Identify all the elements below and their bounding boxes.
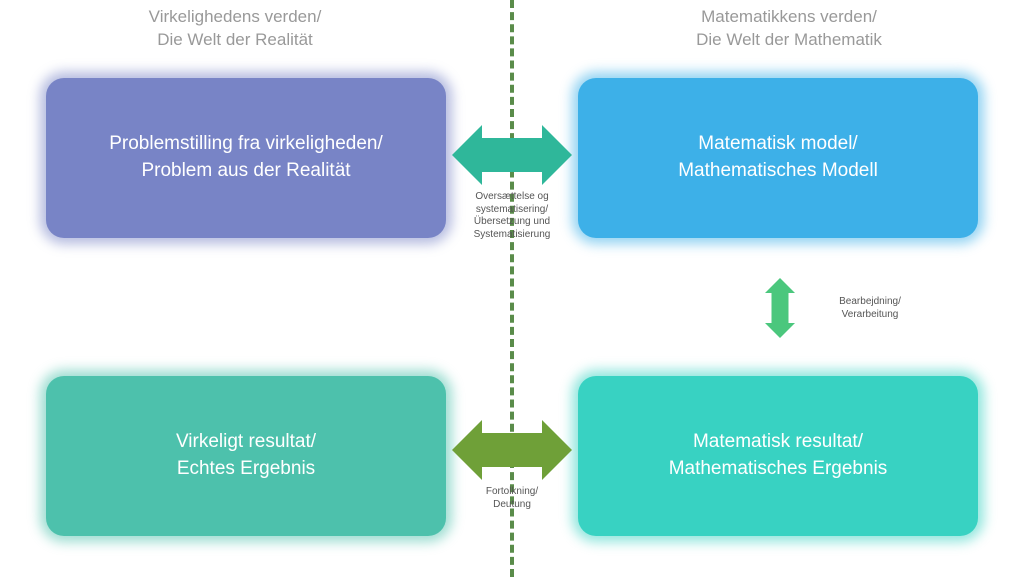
arrow-translate: Oversættelse og systematisering/ Überset… — [452, 125, 572, 185]
node-model: Matematisk model/ Mathematisches Modell — [578, 78, 978, 238]
node-math-result: Matematisk resultat/ Mathematisches Erge… — [578, 376, 978, 536]
node-math-result-line1: Matematisk resultat/ — [693, 431, 863, 452]
header-left-line2: Die Welt der Realität — [157, 30, 313, 49]
header-right-line2: Die Welt der Mathematik — [696, 30, 882, 49]
node-problem: Problemstilling fra virkeligheden/ Probl… — [46, 78, 446, 238]
arrow-interpret-label: Fortolkning/ Deutung — [442, 486, 582, 511]
header-left: Virkelighedens verden/ Die Welt der Real… — [0, 6, 470, 52]
arrow-process: Bearbejdning/ Verarbeitung — [750, 248, 810, 368]
arrow-interpret: Fortolkning/ Deutung — [452, 420, 572, 480]
node-real-result-line1: Virkeligt resultat/ — [176, 431, 316, 452]
node-math-result-line2: Mathematisches Ergebnis — [669, 458, 888, 479]
arrow-process-label: Bearbejdning/ Verarbeitung — [800, 296, 940, 321]
header-left-line1: Virkelighedens verden/ — [149, 7, 322, 26]
node-model-line2: Mathematisches Modell — [678, 160, 878, 181]
node-problem-line2: Problem aus der Realität — [141, 160, 350, 181]
node-real-result: Virkeligt resultat/ Echtes Ergebnis — [46, 376, 446, 536]
double-arrow-icon — [452, 420, 572, 480]
node-real-result-line2: Echtes Ergebnis — [177, 458, 315, 479]
double-arrow-icon — [452, 125, 572, 185]
node-model-line1: Matematisk model/ — [698, 133, 857, 154]
node-problem-line1: Problemstilling fra virkeligheden/ — [109, 133, 383, 154]
header-right-line1: Matematikkens verden/ — [701, 7, 877, 26]
arrow-translate-label: Oversættelse og systematisering/ Überset… — [442, 191, 582, 241]
header-right: Matematikkens verden/ Die Welt der Mathe… — [554, 6, 1024, 52]
